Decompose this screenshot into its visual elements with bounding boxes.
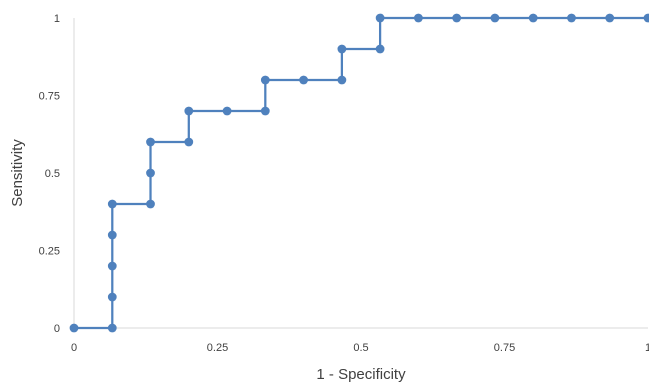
data-point xyxy=(260,75,270,85)
y-tick-label: 0.5 xyxy=(45,168,60,180)
data-point xyxy=(605,13,615,23)
data-point xyxy=(146,168,155,178)
data-point xyxy=(184,106,194,116)
labels-layer: 1 - Specificity Sensitivity 0 0.25 0.5 0.75… xyxy=(9,13,649,383)
y-tick-label: 0.25 xyxy=(39,246,60,258)
data-point xyxy=(107,199,117,209)
data-point xyxy=(107,323,117,333)
x-tick-label: 1 xyxy=(645,342,649,354)
data-point xyxy=(260,106,270,116)
x-tick-label: 0 xyxy=(71,342,77,354)
x-tick-label: 0.5 xyxy=(353,342,368,354)
axes-layer xyxy=(73,18,648,329)
data-point xyxy=(528,13,538,23)
data-point xyxy=(146,137,155,147)
y-tick-label: 0 xyxy=(54,323,60,335)
x-tick-label: 0.75 xyxy=(494,342,515,354)
y-tick-label: 0.75 xyxy=(39,91,60,103)
x-tick-label: 0.25 xyxy=(207,342,228,354)
data-point xyxy=(299,75,308,85)
data-point xyxy=(490,13,500,23)
data-point xyxy=(414,13,423,23)
data-point xyxy=(375,13,385,23)
x-axis-title: 1 - Specificity xyxy=(316,366,406,383)
data-point xyxy=(643,13,649,23)
data-point xyxy=(222,106,232,116)
data-point xyxy=(337,75,347,85)
y-axis-title: Sensitivity xyxy=(9,139,26,207)
series-layer xyxy=(69,13,649,333)
y-tick-label: 1 xyxy=(54,13,60,25)
data-point xyxy=(107,261,117,271)
data-point xyxy=(452,13,462,23)
data-point xyxy=(184,137,194,147)
data-point xyxy=(337,44,347,54)
data-point xyxy=(107,230,117,240)
data-point xyxy=(375,44,385,54)
data-point xyxy=(567,13,576,23)
data-point xyxy=(146,199,155,209)
series-line xyxy=(74,16,648,330)
data-point xyxy=(107,292,117,302)
data-point xyxy=(69,323,79,333)
